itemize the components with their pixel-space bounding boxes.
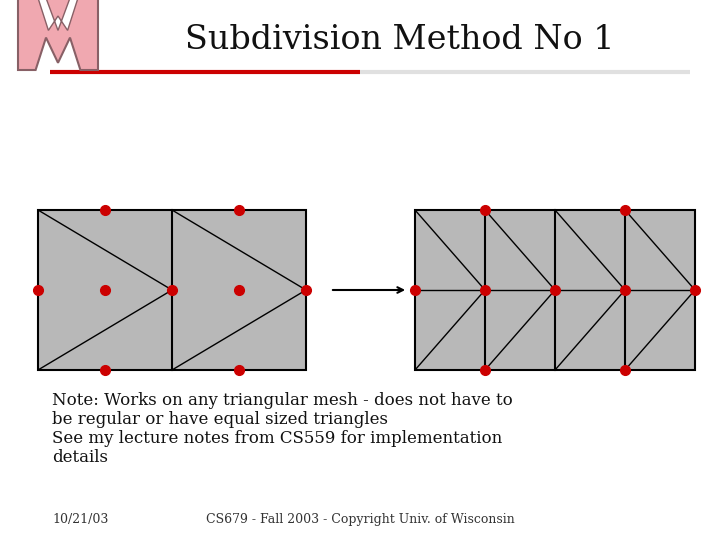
Text: 10/21/03: 10/21/03 — [52, 513, 109, 526]
Text: details: details — [52, 449, 108, 466]
Text: Subdivision Method No 1: Subdivision Method No 1 — [185, 24, 615, 56]
Polygon shape — [18, 0, 98, 70]
Text: Note: Works on any triangular mesh - does not have to: Note: Works on any triangular mesh - doe… — [52, 392, 513, 409]
Text: See my lecture notes from CS559 for implementation: See my lecture notes from CS559 for impl… — [52, 430, 503, 447]
Text: be regular or have equal sized triangles: be regular or have equal sized triangles — [52, 411, 388, 428]
Polygon shape — [38, 0, 78, 30]
Bar — [38, 210, 306, 370]
Text: CS679 - Fall 2003 - Copyright Univ. of Wisconsin: CS679 - Fall 2003 - Copyright Univ. of W… — [206, 513, 514, 526]
Bar — [415, 210, 695, 370]
